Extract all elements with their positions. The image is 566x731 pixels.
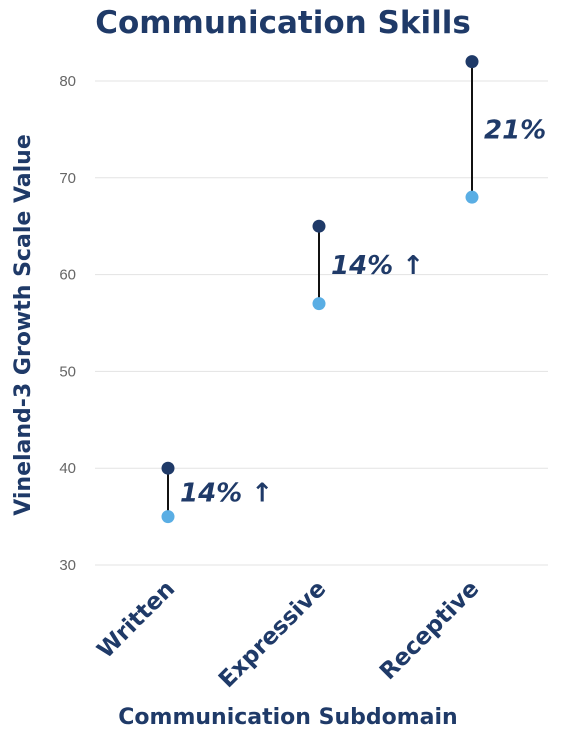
y-tick-label: 30	[59, 557, 76, 574]
y-tick-label: 60	[59, 267, 76, 284]
x-axis-title: Communication Subdomain	[118, 705, 457, 730]
y-tick-label: 70	[59, 170, 76, 187]
y-tick-label: 50	[59, 363, 76, 380]
gridlines	[95, 80, 548, 566]
stems	[167, 61, 473, 517]
y-tick-label: 40	[59, 460, 76, 477]
points	[161, 55, 479, 524]
y-axis-title: Vineland-3 Growth Scale Value	[11, 134, 36, 516]
point-low-written	[161, 510, 175, 524]
point-high-expressive	[312, 219, 326, 233]
point-high-written	[161, 461, 175, 475]
point-high-receptive	[465, 55, 479, 69]
annotation-receptive: 21%	[484, 115, 546, 145]
point-low-receptive	[465, 190, 479, 204]
annotation-expressive: 14% ↑	[331, 251, 424, 281]
x-tick-label-expressive: Expressive	[214, 576, 331, 693]
x-tick-label-written: Written	[92, 576, 180, 664]
x-tick-labels: Written Expressive Receptive	[92, 576, 484, 693]
x-tick-label-receptive: Receptive	[375, 576, 484, 685]
y-tick-label: 80	[59, 73, 76, 90]
chart-title: Communication Skills	[95, 5, 471, 41]
annotation-written: 14% ↑	[180, 478, 273, 508]
point-low-expressive	[312, 297, 326, 311]
y-tick-labels: 30 40 50 60 70 80	[59, 73, 76, 574]
annotations: 14% ↑ 14% ↑ 21%	[180, 115, 546, 508]
